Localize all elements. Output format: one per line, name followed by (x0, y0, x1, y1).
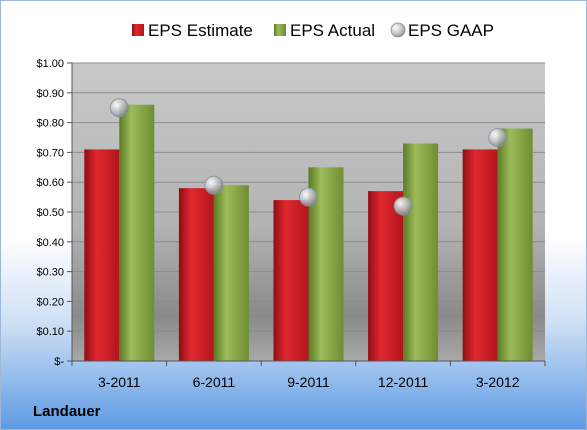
eps-actual-bar (119, 104, 155, 361)
eps-gaap-marker (299, 187, 318, 207)
eps-gaap-marker (488, 128, 508, 147)
eps-estimate-bar (368, 191, 404, 361)
x-category-label: 3-2012 (476, 374, 520, 390)
legend-estimate-swatch (132, 24, 144, 36)
y-tick-label: $0.60 (36, 177, 64, 189)
y-tick-label: $0.30 (36, 267, 64, 279)
eps-estimate-bar (84, 149, 120, 361)
y-tick-label: $0.70 (36, 147, 64, 159)
eps-actual-bar (497, 128, 533, 361)
eps-gaap-marker (109, 98, 129, 118)
x-category-label: 9-2011 (287, 374, 330, 390)
eps-gaap-marker (204, 175, 224, 195)
x-category-label: 12-2011 (378, 374, 429, 390)
x-category-label: 3-2011 (98, 374, 141, 390)
y-tick-label: $0.80 (36, 118, 64, 130)
y-tick-label: $0.40 (36, 237, 64, 249)
eps-gaap-marker (393, 196, 413, 216)
legend-actual-swatch (274, 24, 286, 36)
eps-actual-bar (403, 143, 439, 361)
legend: EPS Estimate EPS Actual EPS GAAP (132, 21, 494, 40)
y-tick-label: $0.20 (36, 296, 64, 308)
eps-actual-bar (213, 185, 249, 361)
x-category-label: 6-2011 (193, 374, 236, 390)
y-tick-label: $1.00 (36, 58, 64, 70)
eps-estimate-bar (178, 188, 214, 361)
eps-estimate-bar (462, 149, 498, 361)
y-axis-tick-labels: $1.00 $0.90 $0.80 $0.70 $0.60 $0.50 $0.40 $0.30… (36, 58, 64, 368)
y-tick-label: $0.50 (36, 207, 64, 219)
legend-gaap-swatch (390, 22, 406, 38)
gaap-markers (109, 98, 508, 216)
legend-label: EPS GAAP (408, 21, 494, 40)
y-tick-label: $- (54, 356, 64, 368)
legend-label: EPS Estimate (148, 21, 253, 40)
y-tick-label: $0.90 (36, 88, 64, 100)
eps-estimate-bar (273, 200, 309, 361)
y-tick-label: $0.10 (36, 326, 64, 338)
x-axis-category-labels: 3-2011 6-2011 9-2011 12-2011 3-2012 (71, 361, 546, 390)
company-name: Landauer (33, 403, 101, 420)
bars (84, 104, 533, 361)
legend-label: EPS Actual (290, 21, 375, 40)
